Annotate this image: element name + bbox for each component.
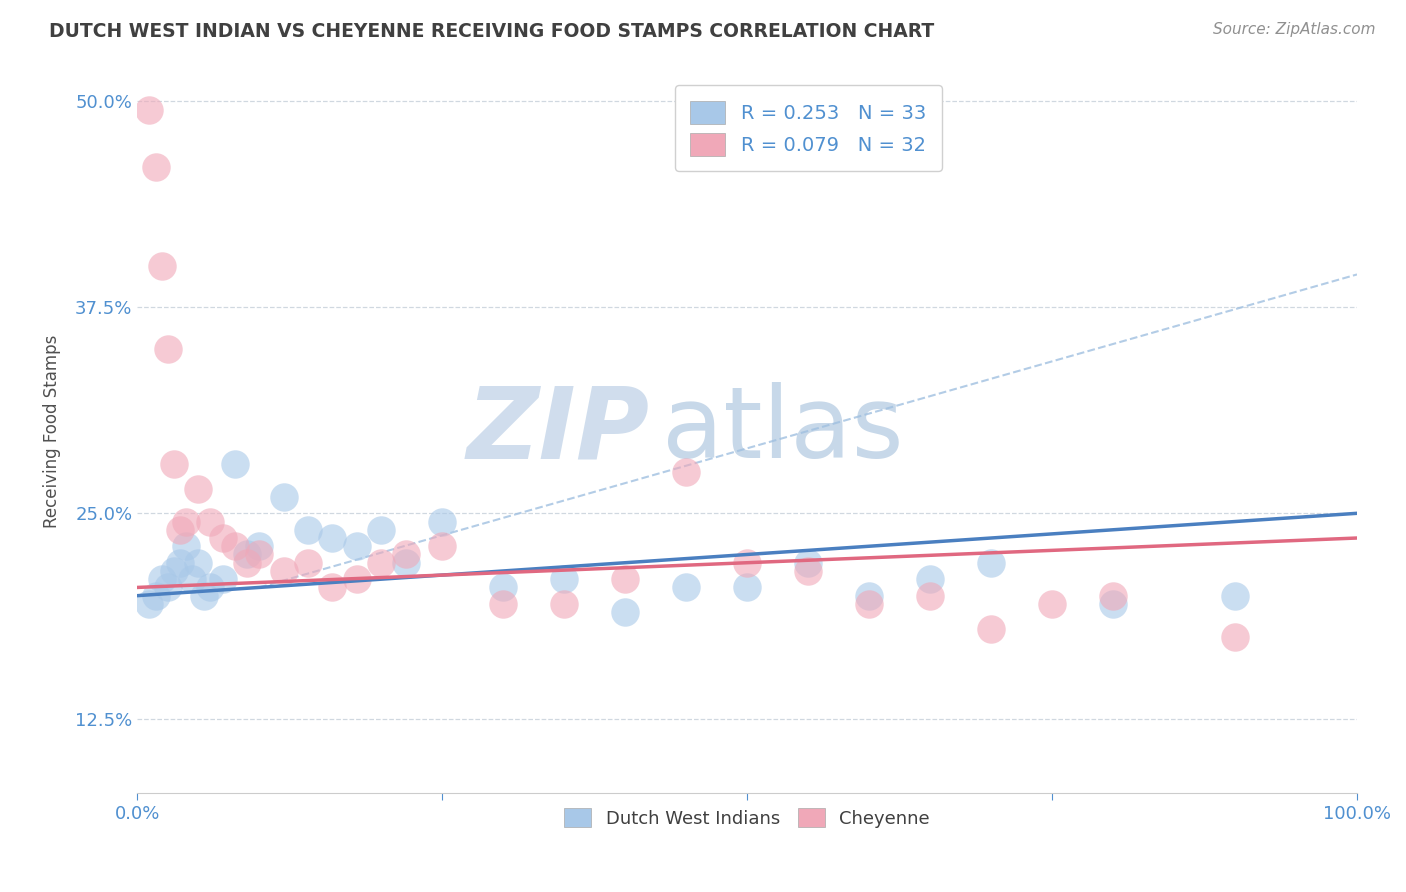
Text: atlas: atlas: [662, 383, 904, 479]
Point: [797, 564, 820, 578]
Point: [980, 622, 1002, 636]
Point: [193, 589, 215, 603]
Point: [169, 556, 191, 570]
Point: [236, 556, 259, 570]
Point: [735, 556, 758, 570]
Point: [321, 581, 343, 595]
Text: DUTCH WEST INDIAN VS CHEYENNE RECEIVING FOOD STAMPS CORRELATION CHART: DUTCH WEST INDIAN VS CHEYENNE RECEIVING …: [49, 22, 935, 41]
Point: [145, 589, 167, 603]
Point: [1223, 589, 1246, 603]
Point: [138, 597, 160, 611]
Point: [163, 457, 186, 471]
Point: [211, 531, 233, 545]
Legend: Dutch West Indians, Cheyenne: Dutch West Indians, Cheyenne: [557, 801, 938, 835]
Point: [200, 581, 222, 595]
Point: [174, 515, 197, 529]
Point: [1223, 630, 1246, 644]
Point: [553, 597, 575, 611]
Y-axis label: Receiving Food Stamps: Receiving Food Stamps: [44, 334, 60, 528]
Point: [187, 482, 209, 496]
Point: [492, 581, 515, 595]
Text: ZIP: ZIP: [467, 383, 650, 479]
Point: [150, 259, 173, 273]
Point: [858, 597, 880, 611]
Point: [858, 589, 880, 603]
Point: [138, 103, 160, 117]
Point: [920, 589, 942, 603]
Point: [174, 539, 197, 553]
Point: [297, 523, 319, 537]
Point: [247, 548, 270, 562]
Point: [200, 515, 222, 529]
Point: [430, 539, 453, 553]
Point: [224, 457, 246, 471]
Point: [273, 490, 295, 504]
Point: [1102, 597, 1125, 611]
Point: [370, 523, 392, 537]
Point: [169, 523, 191, 537]
Point: [370, 556, 392, 570]
Point: [297, 556, 319, 570]
Point: [156, 581, 179, 595]
Point: [492, 597, 515, 611]
Point: [430, 515, 453, 529]
Text: Source: ZipAtlas.com: Source: ZipAtlas.com: [1212, 22, 1375, 37]
Point: [346, 572, 368, 586]
Point: [797, 556, 820, 570]
Point: [980, 556, 1002, 570]
Point: [247, 539, 270, 553]
Point: [211, 572, 233, 586]
Point: [394, 548, 416, 562]
Point: [163, 564, 186, 578]
Point: [187, 556, 209, 570]
Point: [675, 465, 697, 479]
Point: [321, 531, 343, 545]
Point: [735, 581, 758, 595]
Point: [1040, 597, 1063, 611]
Point: [181, 572, 204, 586]
Point: [1102, 589, 1125, 603]
Point: [394, 556, 416, 570]
Point: [273, 564, 295, 578]
Point: [224, 539, 246, 553]
Point: [346, 539, 368, 553]
Point: [150, 572, 173, 586]
Point: [614, 572, 637, 586]
Point: [236, 548, 259, 562]
Point: [156, 342, 179, 356]
Point: [614, 605, 637, 619]
Point: [675, 581, 697, 595]
Point: [145, 161, 167, 175]
Point: [553, 572, 575, 586]
Point: [920, 572, 942, 586]
